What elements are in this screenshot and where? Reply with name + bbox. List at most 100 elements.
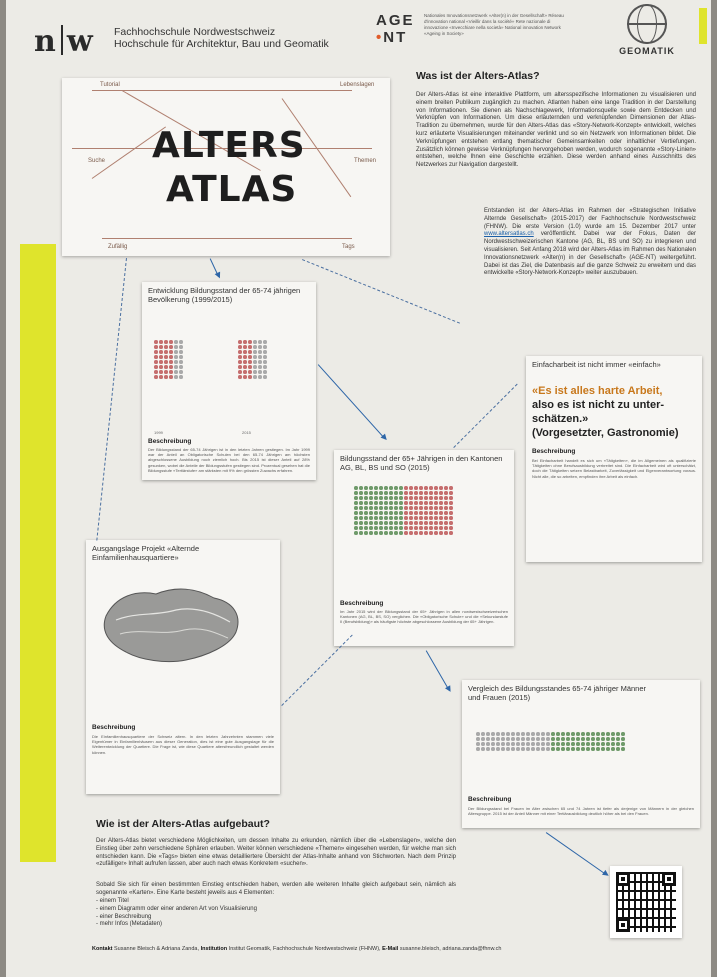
story-arrow <box>317 364 386 440</box>
chart-dot <box>424 486 428 490</box>
chart-dot <box>516 747 520 751</box>
usage-item: - einer Beschreibung <box>96 913 152 920</box>
chart-dot <box>389 521 393 525</box>
altersatlas-link[interactable]: www.altersatlas.ch <box>484 231 534 238</box>
chart-dot <box>159 340 163 344</box>
chart-dot <box>379 491 383 495</box>
globe-icon <box>627 4 667 44</box>
chart-dot <box>591 742 595 746</box>
chart-dot <box>424 531 428 535</box>
chart-dot <box>439 516 443 520</box>
chart-dot <box>243 365 247 369</box>
chart-dot <box>481 732 485 736</box>
chart-dot <box>439 511 443 515</box>
chart-dot <box>359 506 363 510</box>
chart-dot <box>601 747 605 751</box>
chart-dot <box>561 742 565 746</box>
chart-dot <box>444 531 448 535</box>
chart-dot <box>581 732 585 736</box>
chart-dot <box>253 350 257 354</box>
chart-dot <box>369 506 373 510</box>
chart-dot <box>354 526 358 530</box>
chart-dot <box>511 737 515 741</box>
chart-dot <box>374 486 378 490</box>
chart-dot <box>243 370 247 374</box>
chart-dot <box>359 516 363 520</box>
chart-dot <box>516 742 520 746</box>
card-description: Der Bildungsstand bei Frauen im Alter zw… <box>468 806 694 817</box>
chart-dot <box>404 531 408 535</box>
chart-dot <box>394 526 398 530</box>
chart-dot <box>449 501 453 505</box>
chart-dot <box>434 496 438 500</box>
chart-dot <box>238 350 242 354</box>
chart-dot <box>243 350 247 354</box>
chart-dot <box>159 370 163 374</box>
chart-dot <box>476 732 480 736</box>
axis-label-1999: 1999 <box>154 430 163 435</box>
chart-dot <box>169 365 173 369</box>
chart-dot <box>174 340 178 344</box>
chart-dot <box>384 501 388 505</box>
card-bildungsstand-entwicklung: Entwicklung Bildungsstand der 65-74 jähr… <box>142 282 316 480</box>
chart-dot <box>506 747 510 751</box>
chart-dot <box>496 742 500 746</box>
chart-dot <box>419 506 423 510</box>
chart-dot <box>364 496 368 500</box>
card-description: Die Einfamilienhausquartiere der Schweiz… <box>92 734 274 755</box>
chart-dot <box>399 526 403 530</box>
chart-dot <box>551 742 555 746</box>
chart-dot <box>379 531 383 535</box>
chart-dot <box>556 732 560 736</box>
chart-dot <box>586 747 590 751</box>
card-quote: «Es ist alles harte Arbeit, also es ist … <box>532 385 679 439</box>
intro-title: Was ist der Alters-Atlas? <box>416 70 540 82</box>
chart-dot <box>164 355 168 359</box>
chart-dot <box>169 370 173 374</box>
chart-dot <box>238 345 242 349</box>
chart-dot <box>248 340 252 344</box>
chart-dot <box>404 526 408 530</box>
chart-dot <box>419 516 423 520</box>
chart-dot <box>561 747 565 751</box>
chart-dot <box>596 732 600 736</box>
qr-finder <box>616 872 630 886</box>
chart-dot <box>379 516 383 520</box>
chart-dot <box>501 732 505 736</box>
chart-dot <box>354 501 358 505</box>
chart-dot <box>354 486 358 490</box>
chart-dot <box>546 737 550 741</box>
chart-dot <box>384 496 388 500</box>
dashed-connector <box>302 259 460 324</box>
chart-dot <box>429 511 433 515</box>
footer-email: susanne.bleisch, adriana.zanda@fhnw.ch <box>399 946 502 952</box>
chart-dot <box>164 350 168 354</box>
chart-dot <box>616 742 620 746</box>
label-tutorial: Tutorial <box>100 82 120 88</box>
chart-dot <box>419 526 423 530</box>
chart-dot <box>566 737 570 741</box>
chart-dot <box>263 360 267 364</box>
footer-institution: Institut Geomatik, Fachhochschule Nordwe… <box>228 946 381 952</box>
chart-dot <box>496 732 500 736</box>
chart-dot <box>354 491 358 495</box>
label-tags: Tags <box>342 244 355 250</box>
chart-dot <box>384 526 388 530</box>
chart-dot <box>364 506 368 510</box>
chart-dot <box>581 747 585 751</box>
chart-dot <box>429 521 433 525</box>
chart-dot <box>154 375 158 379</box>
yellow-accent-bar <box>20 244 56 862</box>
dot-chart-2015 <box>238 340 267 379</box>
chart-dot <box>506 732 510 736</box>
chart-dot <box>253 365 257 369</box>
chart-dot <box>429 496 433 500</box>
chart-dot <box>248 370 252 374</box>
qr-code[interactable] <box>610 866 682 938</box>
chart-dot <box>154 355 158 359</box>
chart-dot <box>561 737 565 741</box>
footer-email-label: E-Mail <box>382 946 399 952</box>
chart-dot <box>399 506 403 510</box>
chart-dot <box>169 375 173 379</box>
dashed-connector <box>453 383 518 448</box>
